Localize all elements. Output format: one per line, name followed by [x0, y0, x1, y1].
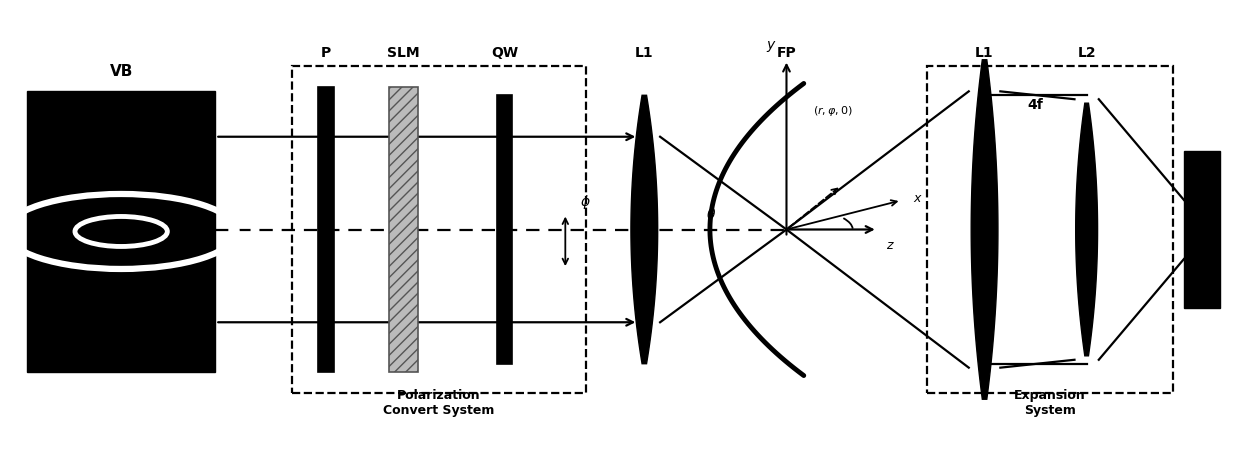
- Polygon shape: [971, 60, 998, 399]
- Text: z: z: [887, 240, 893, 252]
- Bar: [291, 66, 587, 393]
- Bar: [27, 91, 216, 372]
- Text: $\theta$: $\theta$: [706, 207, 717, 222]
- Text: 4f: 4f: [1028, 98, 1044, 112]
- Text: L1: L1: [635, 46, 653, 60]
- Polygon shape: [631, 95, 657, 364]
- Text: Polarization
Convert System: Polarization Convert System: [383, 389, 495, 417]
- Text: $(r,\varphi,0)$: $(r,\varphi,0)$: [813, 104, 853, 118]
- Text: L1: L1: [975, 46, 994, 60]
- Bar: [317, 87, 334, 372]
- Text: QW: QW: [491, 46, 518, 60]
- Polygon shape: [1076, 103, 1097, 356]
- Bar: [1184, 151, 1220, 308]
- Text: VB: VB: [109, 65, 133, 79]
- Text: $\phi$: $\phi$: [580, 193, 590, 211]
- Text: Expansion
System: Expansion System: [1014, 389, 1086, 417]
- Bar: [497, 95, 512, 364]
- Text: P: P: [321, 46, 331, 60]
- Bar: [389, 87, 418, 372]
- Text: FP: FP: [776, 46, 796, 60]
- Text: y: y: [766, 38, 774, 52]
- Text: x: x: [914, 192, 921, 205]
- Text: SLM: SLM: [387, 46, 420, 60]
- Bar: [928, 66, 1173, 393]
- Text: L2: L2: [1078, 46, 1096, 60]
